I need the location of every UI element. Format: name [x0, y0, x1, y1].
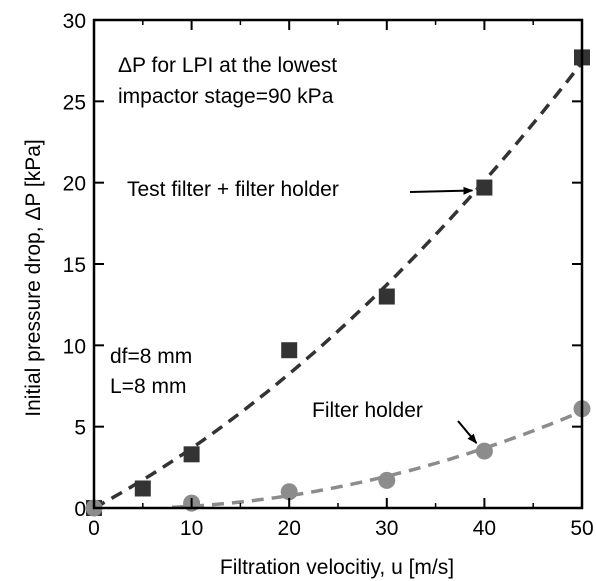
l-note: L=8 mm: [110, 375, 186, 398]
x-tick-label: 10: [180, 517, 203, 540]
legend-label-test-filter: Test filter + filter holder: [127, 178, 339, 201]
x-tick-label: 50: [570, 517, 593, 540]
x-axis-label: Filtration velocitiy, u [m/s]: [220, 556, 454, 579]
data-point-circle: [378, 471, 396, 489]
y-tick-label: 10: [63, 335, 86, 358]
data-point-square: [476, 179, 493, 196]
legend-label-filter-holder: Filter holder: [312, 399, 423, 422]
data-point-circle: [475, 442, 493, 460]
data-point-square: [183, 446, 200, 463]
data-point-square: [378, 288, 395, 305]
y-tick-label: 25: [63, 91, 86, 114]
x-tick-label: 30: [375, 517, 398, 540]
fit-curve-series-1: [172, 409, 583, 510]
arrow-filter-holder: [457, 420, 478, 444]
y-tick-label: 5: [74, 417, 86, 440]
y-tick-label: 15: [63, 254, 86, 277]
data-point-square: [134, 480, 151, 497]
y-tick-label: 0: [74, 498, 86, 521]
fit-curves: [93, 61, 584, 510]
delta-p-note-line1: ΔP for LPI at the lowest: [118, 54, 337, 77]
x-tick-label: 20: [278, 517, 301, 540]
axis-ticks: 0 10 20 30 40 50 0 5 10 15 20 25 30: [63, 10, 594, 540]
annotation-arrows: [409, 186, 478, 444]
delta-p-note-line2: impactor stage=90 kPa: [118, 85, 334, 108]
y-tick-label: 30: [63, 10, 86, 33]
data-markers: [85, 49, 591, 517]
y-tick-label: 20: [63, 173, 86, 196]
arrow-test-filter: [409, 186, 474, 195]
x-tick-label: 0: [88, 517, 100, 540]
fit-curve-series-0: [93, 61, 584, 510]
x-tick-label: 40: [473, 517, 496, 540]
df-note: df=8 mm: [110, 345, 192, 368]
data-point-circle: [280, 483, 298, 501]
y-axis-label: Initial pressure drop, ΔP [kPa]: [22, 139, 45, 416]
data-point-square: [281, 342, 298, 359]
